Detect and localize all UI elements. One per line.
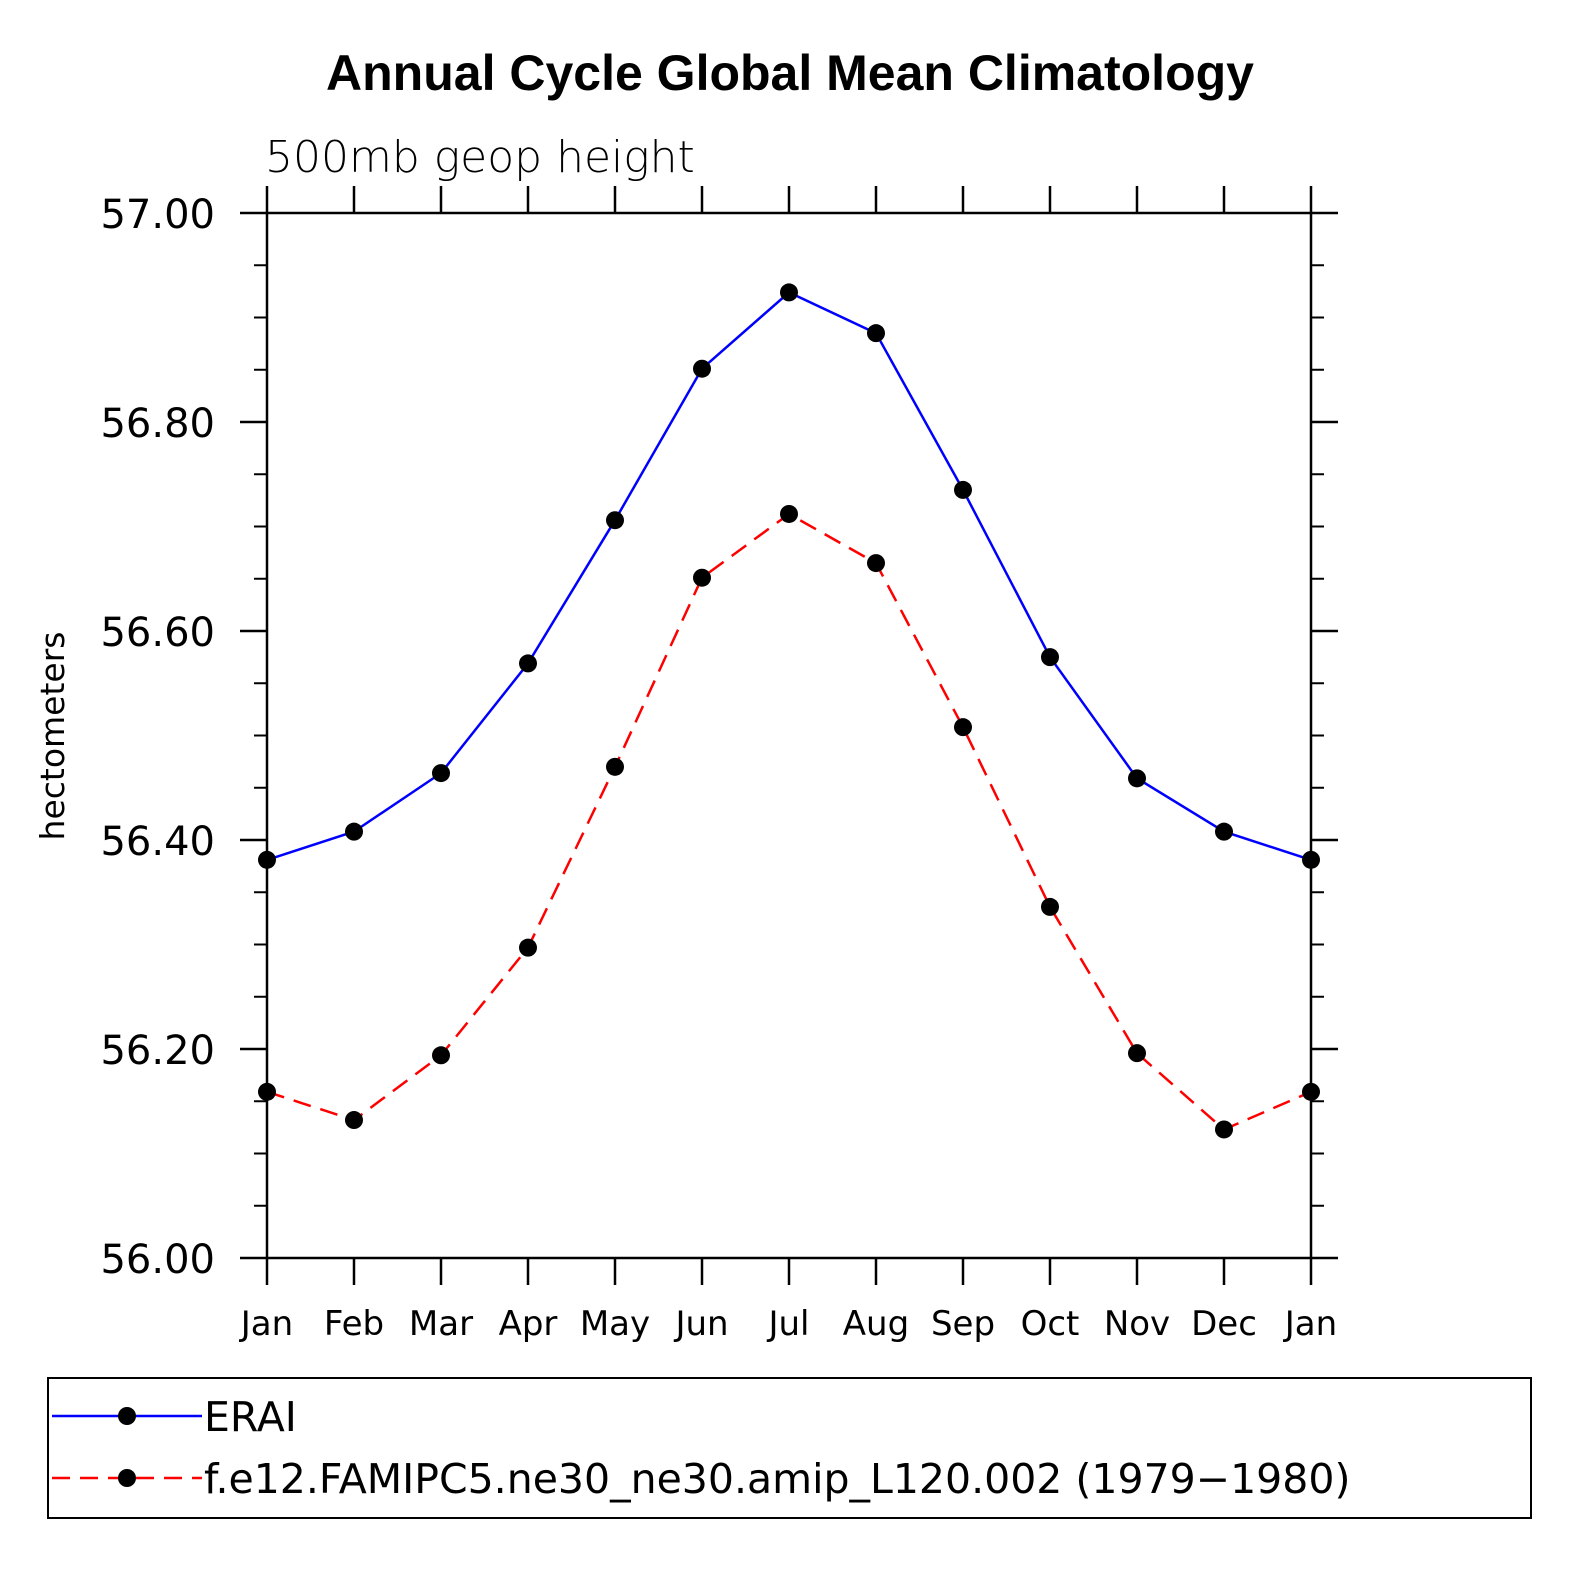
x-tick-label: Jan xyxy=(239,1304,293,1344)
series-1-point xyxy=(867,554,885,573)
chart-title: Annual Cycle Global Mean Climatology xyxy=(326,45,1254,101)
series-1-point xyxy=(258,1082,276,1101)
series-0-point xyxy=(345,822,363,841)
series-0-point xyxy=(867,324,885,343)
x-tick-label: May xyxy=(580,1304,650,1344)
x-tick-label: Jun xyxy=(673,1304,728,1344)
y-tick-label: 56.40 xyxy=(100,819,215,865)
series-0-point xyxy=(1041,648,1059,667)
series-1-point xyxy=(1302,1082,1320,1101)
legend-erai-label: ERAI xyxy=(204,1393,297,1441)
series-1-point xyxy=(432,1046,450,1065)
legend-box xyxy=(47,1377,1532,1519)
x-tick-label: Aug xyxy=(843,1304,909,1344)
series-0-point xyxy=(693,359,711,378)
y-tick-label: 56.80 xyxy=(100,401,215,447)
axes: 56.00 56.20 56.40 56.60 56.80 57.00 Jan Feb Mar A… xyxy=(100,186,1338,1344)
series-1-point xyxy=(519,938,537,957)
x-tick-label: Oct xyxy=(1021,1304,1080,1344)
plot-frame xyxy=(265,211,1313,1260)
series-1-point xyxy=(606,757,624,776)
legend-model-label: f.e12.FAMIPC5.ne30_ne30.amip_L120.002 (1… xyxy=(204,1455,1350,1503)
series-0-point xyxy=(1128,769,1146,788)
series-1-point xyxy=(1128,1044,1146,1063)
x-tick-label: Jul xyxy=(766,1304,809,1344)
x-tick-label: Feb xyxy=(324,1304,384,1344)
series-1-point xyxy=(1215,1120,1233,1139)
legend-erai-marker xyxy=(118,1407,136,1425)
series-1-point xyxy=(780,504,798,523)
series-line-1 xyxy=(266,512,1312,1131)
x-tick-label: Apr xyxy=(499,1304,558,1344)
series-0-point xyxy=(606,511,624,530)
series-0-point xyxy=(1302,850,1320,869)
series-0-point xyxy=(780,283,798,302)
legend: ERAI f.e12.FAMIPC5.ne30_ne30.amip_L120.0… xyxy=(47,1377,1532,1519)
y-tick-label: 57.00 xyxy=(100,192,215,238)
series-1-point xyxy=(954,718,972,737)
legend-model-marker xyxy=(118,1469,136,1487)
y-tick-label: 56.60 xyxy=(100,610,215,656)
x-tick-label: Sep xyxy=(931,1304,995,1344)
series-1-point xyxy=(693,568,711,587)
series-0-point xyxy=(954,480,972,499)
series-0-point xyxy=(258,850,276,869)
y-tick-label: 56.00 xyxy=(100,1237,215,1283)
x-tick-label: Jan xyxy=(1283,1304,1337,1344)
y-tick-label: 56.20 xyxy=(100,1028,215,1074)
series-1-point xyxy=(345,1111,363,1130)
series-0-point xyxy=(432,764,450,783)
plot-series xyxy=(258,283,1320,1139)
x-tick-label: Mar xyxy=(409,1304,473,1344)
x-tick-label: Nov xyxy=(1104,1304,1170,1344)
chart-subtitle: 500mb geop height xyxy=(265,132,695,183)
series-line-0 xyxy=(266,290,1312,862)
x-tick-label: Dec xyxy=(1191,1304,1257,1344)
y-axis-label: hectometers xyxy=(33,632,72,841)
series-0-point xyxy=(519,654,537,673)
series-0-point xyxy=(1215,822,1233,841)
series-1-point xyxy=(1041,897,1059,916)
